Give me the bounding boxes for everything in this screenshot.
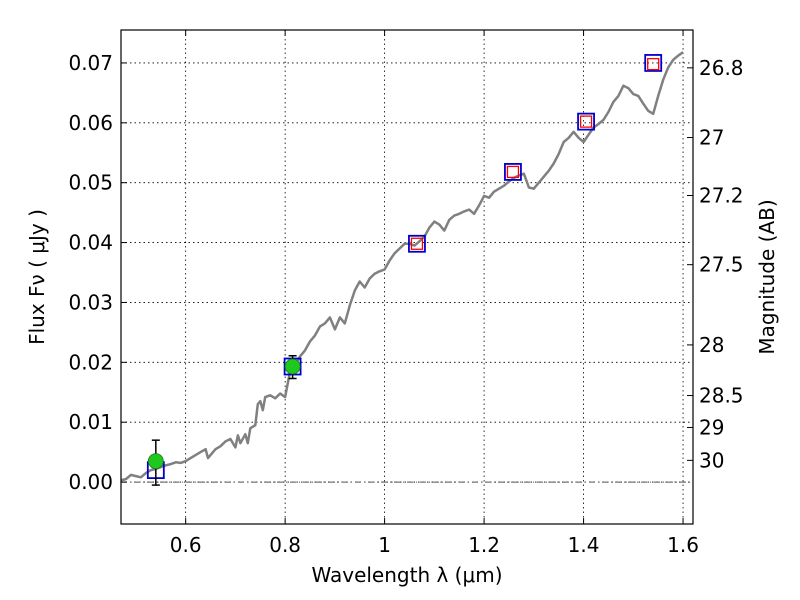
x-axis-label: Wavelength λ (μm) [311,563,502,587]
right-tick-label: 27.2 [699,183,744,207]
red-square-marker [410,237,424,250]
red-square-marker [579,115,593,128]
x-tick-label: 1.6 [667,533,699,557]
blue-square-marker [504,163,522,181]
right-tick-label: 28 [699,333,724,357]
y-tick-label: 0.04 [68,231,113,255]
red-square-marker [506,165,520,179]
plot-area [121,51,684,486]
x-tick-label: 1 [378,533,391,557]
x-tick-label: 0.6 [170,533,202,557]
y-tick-label: 0.07 [68,51,113,75]
y-tick-label: 0.03 [68,290,113,314]
y-axis-label: Flux Fν ( μJy ) [25,209,49,345]
y-tick-label: 0.00 [68,470,113,494]
right-axis-label: Magnitude (AB) [755,199,779,354]
right-tick-label: 29 [699,415,724,439]
right-axis-ticks: 26.8 27 27.2 27.5 28 28.5 29 30 [687,56,744,472]
x-tick-label: 1.2 [468,533,500,557]
plot-frame [120,29,694,525]
green-data-point [147,453,164,470]
x-axis-ticks: 0.6 0.8 1 1.2 1.4 1.6 [170,30,699,557]
x-tick-label: 1.4 [568,533,600,557]
green-data-point [284,358,301,375]
y-axis-ticks: 0.00 0.01 0.02 0.03 0.04 0.05 0.06 0.07 [68,51,127,494]
right-tick-label: 27 [699,126,724,150]
y-tick-label: 0.06 [68,111,113,135]
blue-square-marker [644,54,663,72]
x-tick-label: 0.8 [269,533,301,557]
y-tick-label: 0.02 [68,350,113,374]
right-tick-label: 28.5 [699,384,744,408]
y-tick-label: 0.05 [68,171,113,195]
spectrum-line [121,51,684,482]
blue-square-marker [577,112,595,131]
right-tick-label: 27.5 [699,253,744,277]
red-square-marker [647,57,660,71]
right-tick-label: 26.8 [699,56,744,80]
right-tick-label: 30 [699,448,724,472]
blue-square-marker [408,234,426,253]
y-tick-label: 0.01 [68,410,113,434]
